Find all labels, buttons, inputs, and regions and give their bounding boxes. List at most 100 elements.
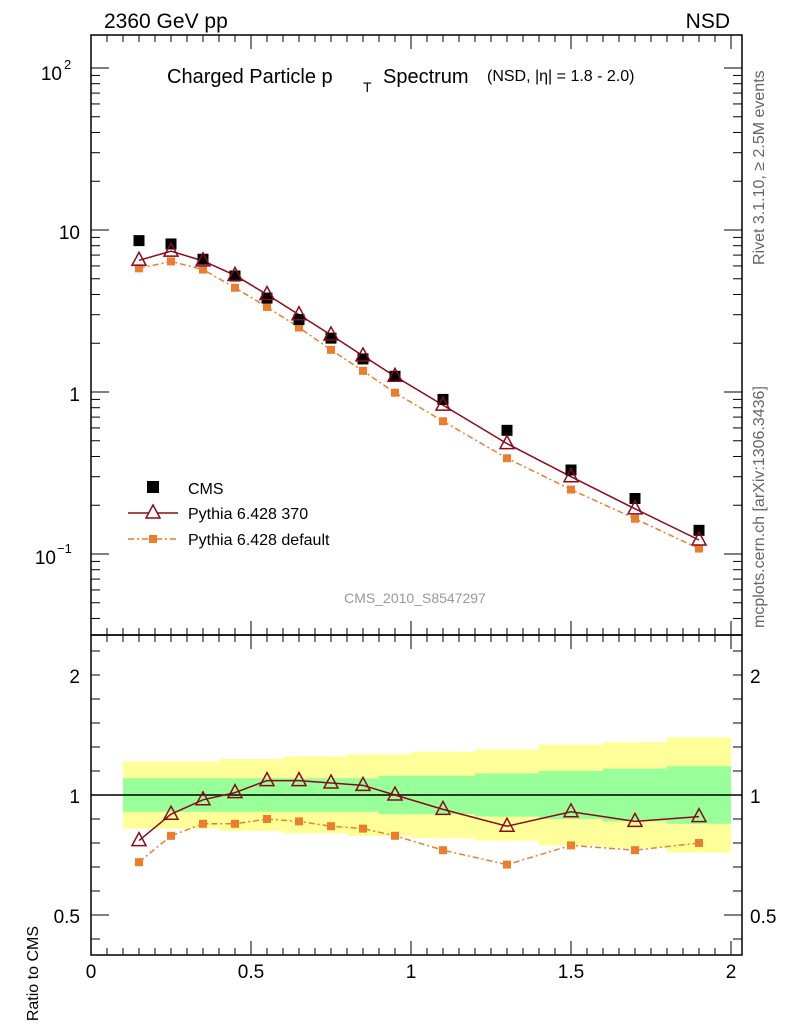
x-tick-label-1: 1 xyxy=(406,962,417,983)
legend: CMS Pythia 6.428 370 Pythia 6.428 defaul… xyxy=(128,481,330,549)
point-cms xyxy=(325,332,337,344)
series-line-pythia-default xyxy=(138,260,700,550)
point-pythia370 xyxy=(226,265,244,282)
lower-y-tick-labels: 0.5 1 2 0.5 1 2 xyxy=(54,667,777,928)
ratio-y-tick-right-2: 2 xyxy=(750,667,761,688)
lower-panel: Ratio to CMS 0.5 1 2 0.5 1 2 0 0.5 1 1.5… xyxy=(25,634,777,1021)
point-cms xyxy=(389,370,401,382)
ratio-y-tick-right-1: 1 xyxy=(750,787,761,808)
point-cms xyxy=(693,524,705,536)
upper-axis-ticks xyxy=(90,35,742,635)
point-cms xyxy=(197,253,209,265)
legend-label-pythia370: Pythia 6.428 370 xyxy=(188,506,308,523)
point-pythia370 xyxy=(386,366,404,383)
chart-title: Charged Particle p xyxy=(167,66,333,88)
ratio-point-pythia370 xyxy=(290,771,308,787)
y-tick-label-10: 10 xyxy=(59,223,80,244)
upper-panel: Charged Particle p T Spectrum (NSD, |η| … xyxy=(35,34,743,636)
point-cms xyxy=(629,493,641,505)
point-pythia-default xyxy=(327,345,335,354)
point-pythia-default xyxy=(631,514,639,523)
x-tick-label-0.5: 0.5 xyxy=(238,962,264,983)
point-pythia370 xyxy=(194,251,212,267)
point-pythia370 xyxy=(434,395,452,411)
point-pythia370 xyxy=(690,530,708,546)
ratio-point-pythia-default xyxy=(199,819,207,828)
upper-y-tick-labels: 10 2 10 1 10 −1 xyxy=(35,57,80,569)
ratio-point-pythia-default xyxy=(567,841,575,850)
point-pythia-default xyxy=(359,366,367,375)
ratio-point-pythia370 xyxy=(322,773,340,789)
ratio-point-pythia-default xyxy=(439,846,447,855)
point-pythia-default xyxy=(503,454,511,463)
point-pythia370 xyxy=(290,305,308,321)
point-pythia370 xyxy=(626,499,644,515)
point-pythia370 xyxy=(498,434,516,450)
y-tick-exp-0.1: −1 xyxy=(57,541,72,556)
point-pythia370 xyxy=(354,346,372,362)
ratio-point-pythia-default xyxy=(631,846,639,855)
point-pythia-default xyxy=(695,544,703,553)
point-pythia-default xyxy=(439,417,447,426)
x-tick-label-1.5: 1.5 xyxy=(558,962,584,983)
point-pythia370 xyxy=(562,467,580,483)
point-pythia-default xyxy=(391,388,399,397)
point-pythia-default xyxy=(135,264,143,273)
ratio-point-pythia-default xyxy=(391,831,399,840)
ratio-point-pythia370 xyxy=(562,802,580,818)
ratio-line-pythia370 xyxy=(138,779,700,842)
point-cms xyxy=(229,270,241,282)
lower-axis-ticks xyxy=(90,635,742,955)
ratio-y-tick-2: 2 xyxy=(69,667,80,688)
point-pythia370 xyxy=(162,241,180,257)
chart-title-selection: (NSD, |η| = 1.8 - 2.0) xyxy=(487,68,634,85)
process-label: NSD xyxy=(686,10,730,33)
point-pythia-default xyxy=(263,302,271,311)
point-pythia-default xyxy=(567,485,575,494)
y-tick-label-1: 1 xyxy=(69,385,80,406)
ratio-y-tick-right-0.5: 0.5 xyxy=(750,907,776,928)
ratio-point-pythia-default xyxy=(295,817,303,826)
point-cms xyxy=(501,424,513,436)
legend-marker-pythia370 xyxy=(144,503,162,519)
point-cms xyxy=(357,353,369,365)
rivet-label: Rivet 3.1.10, ≥ 2.5M events xyxy=(751,70,768,265)
lower-frame xyxy=(90,634,743,956)
ratio-point-pythia370 xyxy=(226,783,244,799)
point-cms xyxy=(437,393,449,405)
ratio-point-pythia370 xyxy=(194,790,212,806)
legend-label-cms: CMS xyxy=(188,481,224,498)
mcplots-label: mcplots.cern.ch [arXiv:1306.3436] xyxy=(751,386,768,628)
ratio-point-pythia-default xyxy=(359,824,367,833)
ratio-point-pythia-default xyxy=(231,819,239,828)
point-pythia-default xyxy=(167,257,175,266)
chart-title-rest: Spectrum xyxy=(383,66,469,88)
ratio-point-pythia370 xyxy=(690,807,708,823)
ratio-point-pythia370 xyxy=(258,771,276,787)
ratio-point-pythia370 xyxy=(354,775,372,792)
ratio-point-pythia-default xyxy=(263,815,271,823)
ratio-point-pythia-default xyxy=(503,860,511,869)
ratio-y-tick-1: 1 xyxy=(69,787,80,808)
chart-title-subscript: T xyxy=(363,79,372,95)
lower-data-layer xyxy=(91,771,742,869)
point-pythia370 xyxy=(258,284,276,301)
ratio-point-pythia370 xyxy=(498,816,516,832)
ratio-point-pythia370 xyxy=(162,804,180,820)
analysis-watermark: CMS_2010_S8547297 xyxy=(344,590,486,606)
ratio-line-pythia-default xyxy=(138,818,700,866)
point-cms xyxy=(261,292,273,304)
legend-marker-cms xyxy=(147,481,159,493)
point-pythia-default xyxy=(231,283,239,292)
y-tick-exp-100: 2 xyxy=(64,57,71,72)
point-pythia-default xyxy=(295,323,303,332)
legend-label-pythia-default: Pythia 6.428 default xyxy=(188,532,330,549)
upper-data-layer xyxy=(130,235,708,553)
ratio-point-pythia-default xyxy=(327,822,335,831)
ratio-point-pythia370 xyxy=(386,785,404,801)
ratio-point-pythia370 xyxy=(130,831,148,847)
x-tick-label-2: 2 xyxy=(726,962,737,983)
legend-marker-pythia-default xyxy=(149,535,157,543)
ratio-point-pythia-default xyxy=(167,831,175,840)
